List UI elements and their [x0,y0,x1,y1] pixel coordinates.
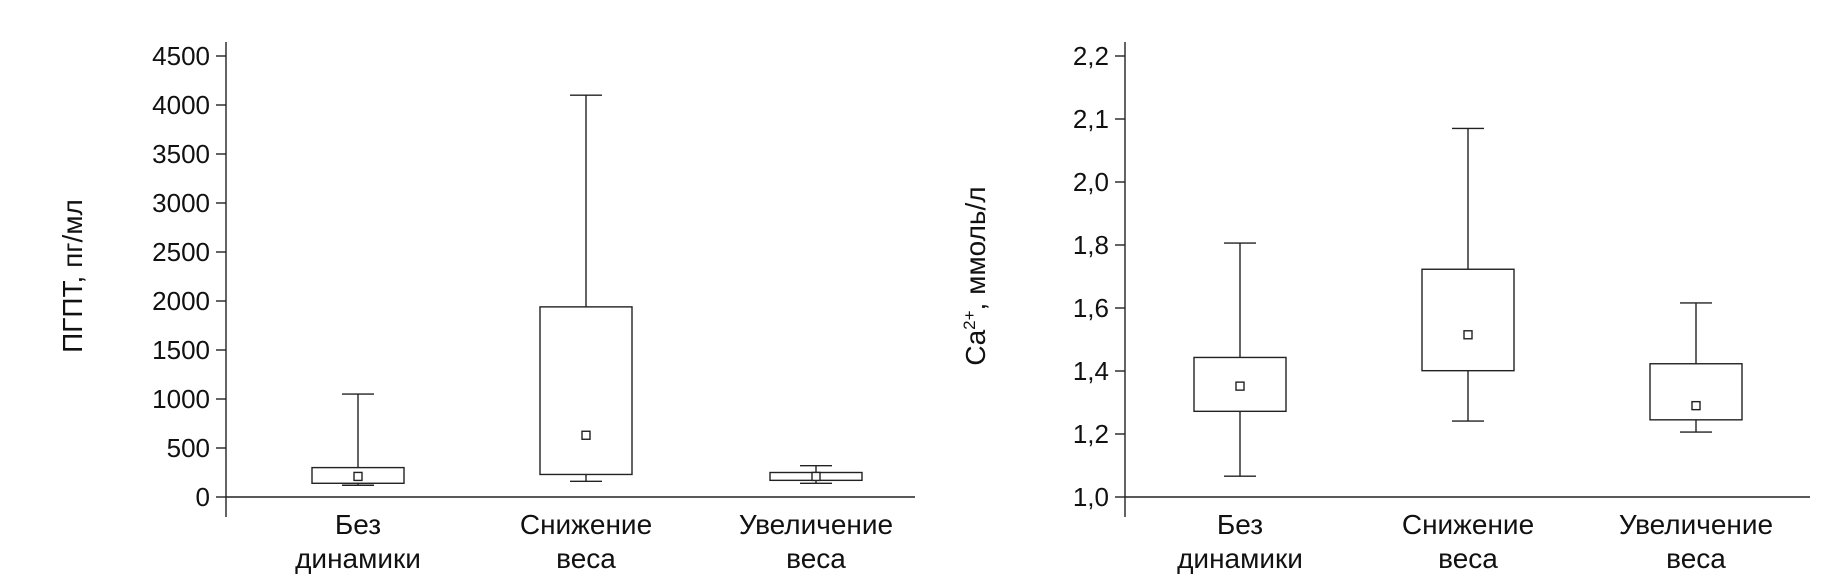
category-label: динамики [1177,543,1303,574]
y-tick-label: 1500 [152,335,210,365]
chart-calcium: 1,0 1,2 1,4 1,6 1,8 2,0 2,1 2,2 Ca2+, ммоль/л Без… [960,41,1810,574]
y-tick-label: 1000 [152,384,210,414]
y-tick-label: 2,2 [1073,41,1109,71]
y-tick-label: 1,0 [1073,482,1109,512]
y-axis-title-main: Ca [960,329,991,365]
y-axis-title: ПГПТ, пг/мл [57,199,88,353]
y-tick-label: 500 [167,433,210,463]
category-label: Снижение [1402,509,1534,540]
mean-marker [581,430,591,440]
category-label: Увеличение [1619,509,1773,540]
category-label: Увеличение [739,509,893,540]
mean-marker [811,471,821,482]
y-tick-label: 3500 [152,139,210,169]
y-tick-label: 2000 [152,286,210,316]
y-tick-label: 1,8 [1073,230,1109,260]
y-tick-label: 1,6 [1073,293,1109,323]
category-label: веса [1438,543,1498,574]
y-axis-title-unit: , ммоль/л [960,186,991,310]
y-tick-label: 0 [196,482,210,512]
category-label: Снижение [520,509,652,540]
category-label: веса [786,543,846,574]
y-tick-label: 3000 [152,188,210,218]
mean-marker [1691,400,1701,411]
y-tick-label: 2500 [152,237,210,267]
y-tick-label: 4000 [152,90,210,120]
box-iqr [1421,268,1515,372]
category-label: веса [556,543,616,574]
y-tick-label: 1,2 [1073,419,1109,449]
category-label: динамики [295,543,421,574]
y-tick-label: 1,4 [1073,356,1109,386]
y-tick-label: 2,0 [1073,167,1109,197]
y-axis-title: Ca2+, ммоль/л [960,186,991,365]
box-iqr [1193,356,1287,413]
box-iqr [539,306,633,476]
mean-marker [1235,381,1245,391]
chart-pgpt: 0 500 1000 1500 2000 2500 3000 3500 4000 4500 ПГПТ… [57,41,915,574]
mean-marker [353,471,363,482]
box-iqr [1649,363,1743,421]
y-axis-title-superscript: 2+ [960,310,979,329]
y-tick-label: 2,1 [1073,104,1109,134]
y-tick-label: 4500 [152,41,210,71]
mean-marker [1463,330,1473,340]
category-label: Без [1217,509,1263,540]
category-label: Без [335,509,381,540]
category-label: веса [1666,543,1726,574]
